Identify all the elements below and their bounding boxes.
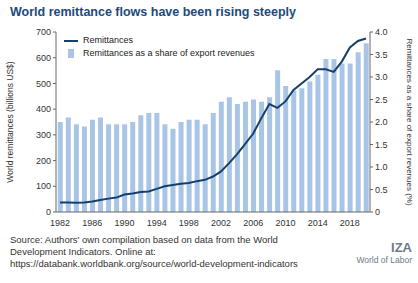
svg-text:400: 400 (36, 104, 51, 114)
svg-text:2018: 2018 (340, 218, 360, 228)
svg-text:2002: 2002 (211, 218, 231, 228)
html-text:Source: Authors' own compilati: Source: Authors' own compilation based o… (10, 234, 298, 269)
svg-text:0.5: 0.5 (375, 185, 388, 195)
svg-text:600: 600 (36, 53, 51, 63)
svg-text:2.0: 2.0 (375, 117, 388, 127)
svg-text:2.5: 2.5 (375, 95, 388, 105)
svg-text:1990: 1990 (114, 218, 134, 228)
svg-text:500: 500 (36, 79, 51, 89)
svg-text:200: 200 (36, 156, 51, 166)
html-text:World of Labor: World of Labor (356, 255, 412, 265)
svg-text:World remittances (billions US: World remittances (billions US$) (8, 61, 15, 182)
svg-text:1994: 1994 (147, 218, 167, 228)
svg-text:0: 0 (46, 207, 51, 217)
svg-text:300: 300 (36, 130, 51, 140)
svg-text:Remittances as a share of expo: Remittances as a share of export revenue… (405, 38, 410, 206)
svg-text:0: 0 (375, 207, 380, 217)
svg-text:100: 100 (36, 181, 51, 191)
svg-text:4.0: 4.0 (375, 27, 388, 37)
svg-text:3.0: 3.0 (375, 72, 388, 82)
svg-text:700: 700 (36, 27, 51, 37)
svg-text:2010: 2010 (275, 218, 295, 228)
svg-text:1.0: 1.0 (375, 162, 388, 172)
svg-text:1998: 1998 (179, 218, 199, 228)
html-text:Remittances: Remittances (83, 35, 133, 45)
svg-text:1986: 1986 (82, 218, 102, 228)
html-text:World remittance flows have be: World remittance flows have been rising … (10, 5, 296, 19)
svg-text:1.5: 1.5 (375, 140, 388, 150)
svg-text:2014: 2014 (308, 218, 328, 228)
svg-text:1982: 1982 (50, 218, 70, 228)
svg-text:3.5: 3.5 (375, 50, 388, 60)
svg-text:2006: 2006 (243, 218, 263, 228)
html-text:IZA: IZA (391, 240, 412, 255)
html-text:Remittances as a share of expo: Remittances as a share of export revenue… (83, 48, 255, 58)
